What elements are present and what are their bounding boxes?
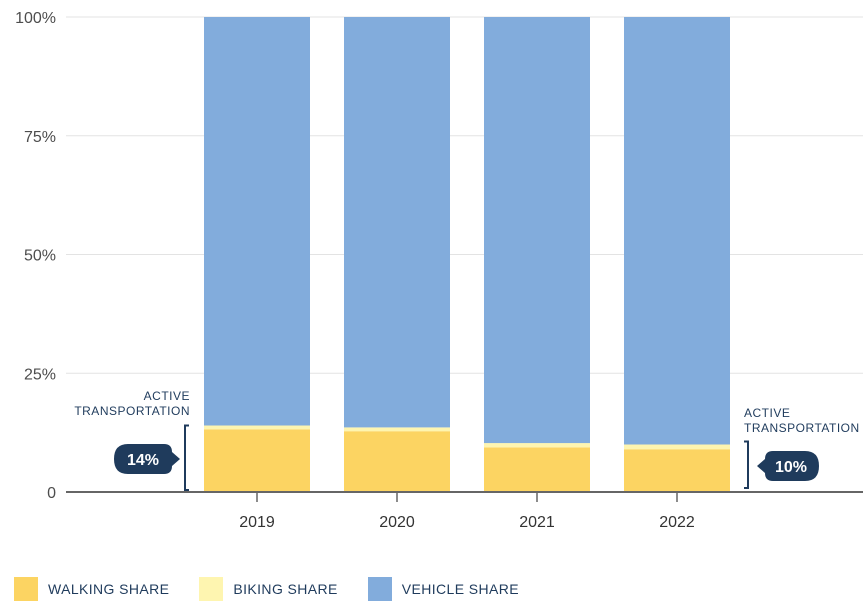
y-axis-ticks: 0 25% 50% 75% 100% — [15, 10, 56, 502]
gridlines — [66, 16, 863, 374]
legend-item-walking: WALKING SHARE — [14, 577, 169, 601]
x-axis-ticks: 2019 2020 2021 2022 — [239, 492, 695, 531]
legend-item-vehicle: VEHICLE SHARE — [367, 577, 519, 601]
bar-walking-2020 — [344, 431, 450, 492]
bar-vehicle-2021 — [484, 17, 590, 444]
bar-vehicle-2022 — [624, 17, 730, 445]
legend-label-biking: BIKING SHARE — [233, 581, 338, 597]
callout-value-left: 14% — [127, 452, 159, 469]
callout-badge-left — [114, 444, 180, 474]
legend-swatch-biking — [199, 577, 224, 601]
bar-biking-2019 — [204, 425, 310, 430]
y-tick-label: 25% — [24, 366, 56, 383]
y-tick-label: 75% — [24, 129, 56, 146]
legend-item-biking: BIKING SHARE — [199, 577, 337, 601]
bar-walking-2021 — [484, 447, 590, 492]
x-tick-label: 2022 — [659, 514, 695, 531]
bar-biking-2020 — [344, 427, 450, 432]
bracket-right — [744, 440, 749, 489]
bar-walking-2019 — [204, 429, 310, 492]
annotation-label-line2: TRANSPORTATION — [74, 404, 190, 418]
bar-walking-2022 — [624, 449, 730, 492]
callout-value-right: 10% — [775, 459, 807, 476]
x-tick-label: 2019 — [239, 514, 275, 531]
bar-biking-2022 — [624, 444, 730, 450]
legend-label-walking: WALKING SHARE — [48, 581, 170, 597]
y-tick-label: 50% — [24, 248, 56, 265]
bar-vehicle-2019 — [204, 17, 310, 426]
legend-swatch-walking — [14, 577, 38, 601]
legend-swatch-vehicle — [367, 577, 392, 601]
annotations: ACTIVETRANSPORTATION14%ACTIVETRANSPORTAT… — [74, 389, 860, 491]
bar-biking-2021 — [484, 443, 590, 448]
y-tick-label: 0 — [47, 485, 56, 502]
bar-vehicle-2020 — [344, 17, 450, 428]
x-tick-label: 2020 — [379, 514, 415, 531]
annotation-label-line1: ACTIVE — [144, 389, 190, 403]
annotation-label-line1: ACTIVE — [744, 406, 790, 420]
legend: WALKING SHARE BIKING SHARE VEHICLE SHARE — [14, 577, 549, 601]
y-tick-label: 100% — [15, 10, 56, 27]
x-tick-label: 2021 — [519, 514, 555, 531]
annotation-label-line2: TRANSPORTATION — [744, 421, 860, 435]
stacked-bar-chart: 025%50%75%100% 2019 2020 2021 2022 ACTIVETR… — [15, 10, 863, 531]
bars — [204, 17, 730, 492]
callout-badge-right — [757, 451, 819, 481]
bracket-left — [184, 424, 189, 491]
legend-label-vehicle: VEHICLE SHARE — [401, 581, 519, 597]
